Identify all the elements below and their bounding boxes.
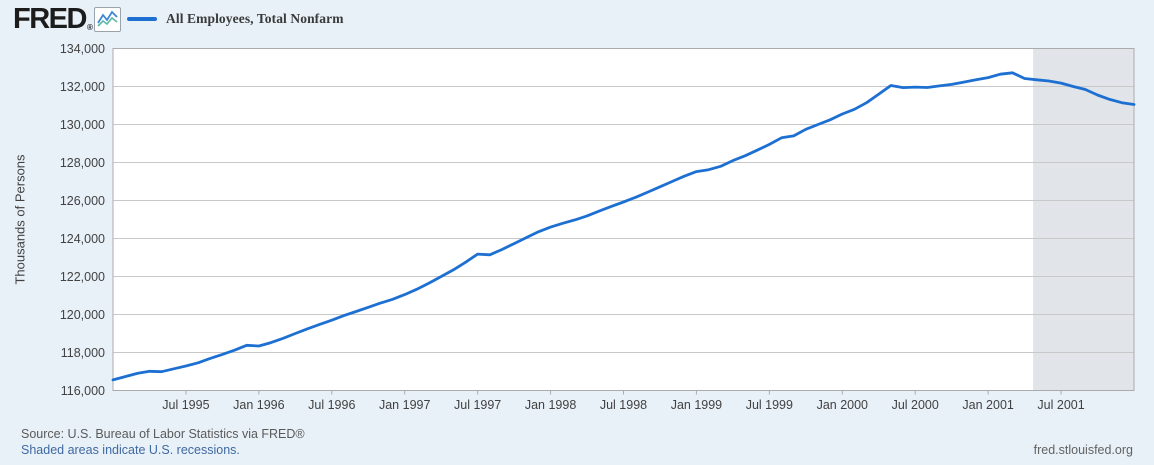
- y-tick-label: 118,000: [60, 345, 105, 360]
- x-tick-label: Jan 2001: [962, 397, 1014, 412]
- x-tick-label: Jul 1998: [599, 397, 648, 412]
- x-tick-label: Jan 1998: [524, 397, 577, 412]
- y-tick-label: 134,000: [59, 41, 105, 56]
- y-tick-label: 130,000: [59, 117, 105, 132]
- x-tick-label: Jul 1997: [454, 397, 502, 412]
- fred-logo[interactable]: FRED®: [13, 3, 93, 35]
- y-tick-label: 128,000: [59, 155, 105, 170]
- legend: All Employees, Total Nonfarm: [127, 0, 344, 38]
- y-tick-label: 132,000: [59, 79, 105, 94]
- y-tick-label: 124,000: [59, 231, 105, 246]
- y-tick-label: 120,000: [59, 307, 105, 322]
- x-tick-label: Jan 1999: [670, 397, 723, 412]
- recession-note-link[interactable]: Shaded areas indicate U.S. recessions.: [21, 443, 240, 457]
- x-tick-label: Jan 2000: [816, 397, 868, 412]
- line-chart-icon: [94, 7, 121, 32]
- data-line-total-nonfarm: [111, 71, 1136, 382]
- registered-mark: ®: [86, 23, 93, 32]
- plot-background: [113, 48, 1134, 391]
- source-text: Source: U.S. Bureau of Labor Statistics …: [21, 427, 305, 441]
- x-tick-label: Jul 1999: [745, 397, 793, 412]
- y-tick-label: 126,000: [59, 193, 105, 208]
- site-url: fred.stlouisfed.org: [1033, 443, 1133, 457]
- x-tick-label: Jul 1996: [308, 397, 356, 412]
- y-tick-label: 122,000: [59, 269, 105, 284]
- x-tick-label: Jul 2001: [1037, 397, 1085, 412]
- recession-band: [1033, 48, 1134, 391]
- legend-line-swatch: [127, 17, 157, 21]
- x-tick-label: Jul 2000: [891, 397, 939, 412]
- y-tick-label: 116,000: [60, 383, 105, 398]
- x-tick-label: Jul 1995: [162, 397, 210, 412]
- x-tick-label: Jan 1996: [233, 397, 285, 412]
- legend-series-label: All Employees, Total Nonfarm: [166, 11, 344, 26]
- x-tick-label: Jan 1997: [378, 397, 431, 412]
